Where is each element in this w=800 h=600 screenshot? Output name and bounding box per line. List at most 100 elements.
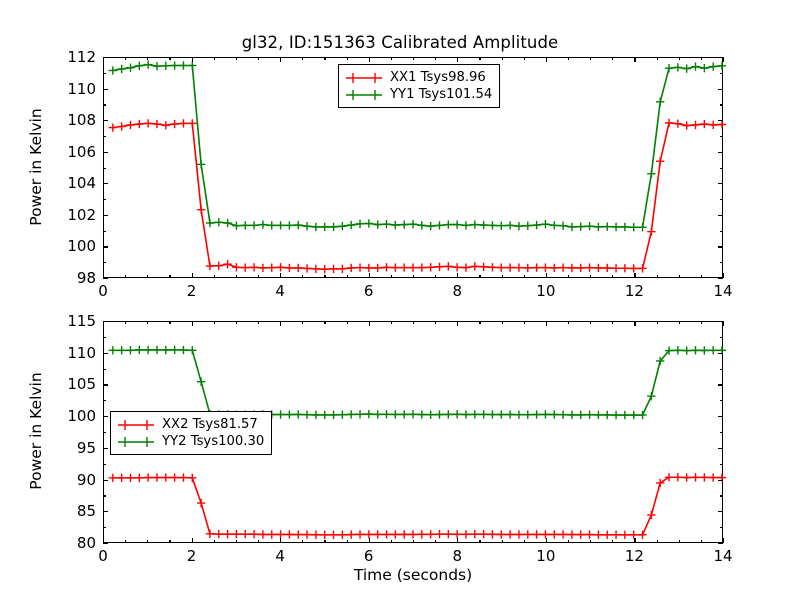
x-tick bbox=[656, 540, 658, 543]
ytick-labels-bottom: 80 85 90 95 100 105 110 115 bbox=[0, 312, 96, 552]
y-tick bbox=[718, 321, 723, 323]
y-tick bbox=[103, 384, 108, 386]
x-tick bbox=[147, 321, 149, 324]
x-tick-label: 2 bbox=[186, 282, 197, 300]
x-tick bbox=[457, 538, 459, 543]
y-tick bbox=[720, 72, 723, 74]
legend-line-sample bbox=[346, 72, 382, 83]
y-axis-title-bottom: Power in Kelvin bbox=[27, 372, 45, 490]
x-tick bbox=[302, 57, 304, 60]
y-tick bbox=[718, 120, 723, 122]
x-tick bbox=[213, 275, 215, 278]
y-tick-label: 110 bbox=[67, 79, 96, 98]
x-tick bbox=[390, 57, 393, 60]
y-tick bbox=[103, 57, 108, 59]
tick-layer-top bbox=[103, 57, 725, 280]
x-tick bbox=[479, 321, 481, 324]
x-tick bbox=[368, 538, 370, 543]
y-tick bbox=[720, 135, 723, 138]
y-tick-label: 110 bbox=[67, 343, 96, 362]
x-tick bbox=[568, 275, 570, 278]
y-tick bbox=[720, 199, 723, 201]
y-tick bbox=[720, 495, 723, 497]
x-tick bbox=[479, 540, 481, 543]
y-tick-label: 108 bbox=[67, 111, 96, 130]
series-yy-top bbox=[108, 60, 727, 232]
x-tick bbox=[169, 57, 171, 60]
x-tick bbox=[435, 275, 437, 278]
x-tick bbox=[723, 538, 725, 543]
x-tick bbox=[125, 57, 127, 60]
x-tick-label: 12 bbox=[624, 282, 644, 300]
x-tick bbox=[656, 275, 658, 278]
x-tick bbox=[612, 57, 614, 60]
x-tick bbox=[590, 275, 592, 278]
y-tick bbox=[720, 527, 723, 529]
x-tick bbox=[413, 321, 415, 324]
y-tick bbox=[103, 447, 108, 450]
series-xx-bottom bbox=[108, 473, 727, 539]
y-tick-label: 100 bbox=[67, 407, 96, 426]
y-tick bbox=[103, 214, 108, 217]
y-tick bbox=[103, 495, 106, 497]
x-tick bbox=[545, 321, 548, 326]
x-tick-label: 8 bbox=[452, 547, 463, 565]
x-tick-label: 10 bbox=[536, 547, 556, 565]
x-tick bbox=[568, 321, 570, 324]
x-tick bbox=[390, 275, 393, 278]
y-tick-label: 104 bbox=[67, 174, 96, 193]
legend-bottom[interactable]: XX2 Tsys81.57 YY2 Tsys100.30 bbox=[110, 411, 273, 455]
legend-top[interactable]: XX1 Tsys98.96 YY1 Tsys101.54 bbox=[338, 64, 501, 108]
legend-line-sample bbox=[118, 436, 154, 447]
y-tick-label: 98 bbox=[76, 269, 96, 287]
y-tick bbox=[103, 262, 106, 264]
x-tick bbox=[501, 321, 503, 324]
y-tick bbox=[103, 352, 108, 354]
y-tick bbox=[103, 543, 108, 545]
y-tick bbox=[103, 527, 106, 529]
y-tick bbox=[718, 352, 723, 354]
x-tick bbox=[191, 321, 193, 326]
x-tick bbox=[125, 275, 127, 278]
legend-row: YY2 Tsys100.30 bbox=[117, 433, 264, 450]
x-tick bbox=[324, 540, 326, 543]
x-tick bbox=[568, 540, 570, 543]
x-tick bbox=[700, 321, 703, 324]
x-tick bbox=[568, 57, 570, 60]
y-tick-label: 106 bbox=[67, 142, 96, 161]
x-tick bbox=[235, 540, 238, 543]
y-tick bbox=[103, 278, 108, 280]
x-tick bbox=[435, 57, 437, 60]
y-tick bbox=[103, 400, 106, 402]
x-tick bbox=[302, 321, 304, 324]
legend-line-sample bbox=[346, 89, 382, 100]
y-tick bbox=[718, 246, 723, 248]
x-tick bbox=[612, 275, 614, 278]
x-tick bbox=[280, 57, 282, 62]
x-tick bbox=[634, 321, 636, 326]
x-tick bbox=[590, 57, 592, 60]
x-tick bbox=[235, 321, 238, 324]
y-tick bbox=[718, 88, 723, 90]
x-tick bbox=[235, 57, 238, 60]
x-tick bbox=[103, 538, 105, 543]
x-tick bbox=[523, 321, 525, 324]
x-tick bbox=[457, 273, 459, 278]
x-tick bbox=[324, 275, 326, 278]
legend-label: YY2 Tsys100.30 bbox=[162, 434, 265, 449]
x-tick bbox=[258, 275, 260, 278]
y-tick bbox=[103, 88, 108, 90]
x-tick bbox=[501, 57, 503, 60]
x-tick bbox=[103, 321, 105, 326]
x-tick bbox=[612, 540, 614, 543]
x-tick bbox=[191, 538, 193, 543]
legend-row: XX1 Tsys98.96 bbox=[345, 69, 492, 86]
y-tick bbox=[720, 432, 723, 434]
x-axis-title-bottom: Time (seconds) bbox=[353, 566, 473, 584]
x-tick bbox=[523, 275, 525, 278]
y-tick bbox=[718, 511, 723, 513]
series-xx-top bbox=[108, 118, 727, 274]
y-tick-label: 102 bbox=[67, 205, 96, 224]
x-tick bbox=[213, 57, 215, 60]
x-tick bbox=[590, 540, 592, 543]
